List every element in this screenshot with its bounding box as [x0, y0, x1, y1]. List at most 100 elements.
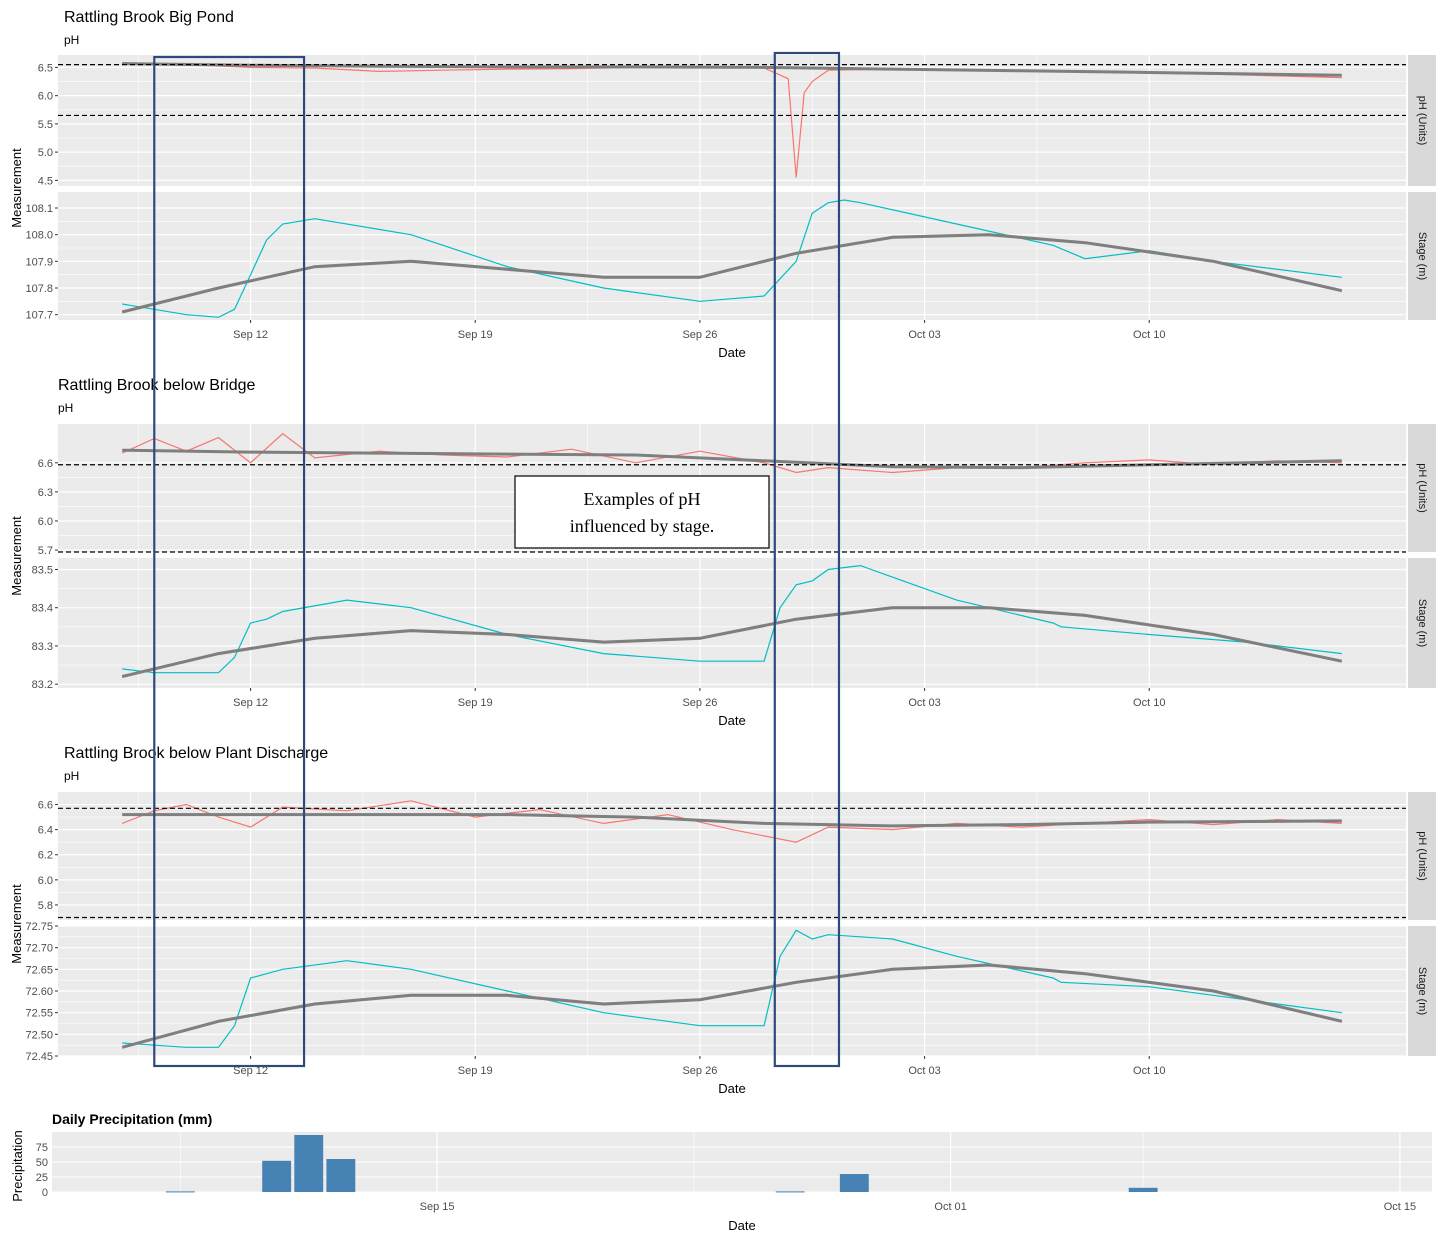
facet-ph: pH (Units) 5.8 6.0 6.2 6.4 6.6 — [38, 792, 1436, 920]
precip-bar — [326, 1159, 356, 1192]
facet-strip-label: Stage (m) — [1416, 967, 1428, 1015]
chart-subtitle: pH — [64, 33, 79, 47]
y-axis-label: Measurement — [9, 148, 24, 228]
x-tick-label: Oct 03 — [908, 697, 940, 709]
x-tick-label: Oct 15 — [1384, 1201, 1416, 1213]
x-tick-label: Oct 03 — [908, 1065, 940, 1077]
panel-background — [58, 192, 1406, 320]
x-tick-label: Sep 26 — [682, 329, 717, 341]
y-axis-label: Measurement — [9, 516, 24, 596]
x-tick-label: Sep 12 — [233, 1065, 268, 1077]
annotation-text-line1: Examples of pH — [584, 489, 701, 509]
y-tick-label: 72.75 — [25, 921, 53, 933]
x-tick-label: Sep 12 — [233, 697, 268, 709]
stage-series-line — [122, 564, 1342, 674]
y-tick-label: 5.5 — [38, 119, 53, 131]
y-tick-label: 6.5 — [38, 62, 53, 74]
y-tick-label: 6.0 — [38, 875, 53, 887]
x-axis-label: Date — [728, 1218, 755, 1233]
x-tick-label: Oct 10 — [1133, 1065, 1165, 1077]
precip-bar — [262, 1160, 292, 1192]
smooth-trend-line — [122, 62, 1342, 77]
precip-bar — [294, 1135, 324, 1192]
x-tick-label: Sep 19 — [458, 697, 493, 709]
facet-strip — [1408, 192, 1436, 320]
y-tick-label: 6.2 — [38, 850, 53, 862]
precip-bar — [165, 1191, 195, 1193]
y-tick-label: 5.7 — [38, 545, 53, 557]
smooth-trend-line — [122, 448, 1342, 470]
facet-strip — [1408, 55, 1436, 186]
chart-title: Rattling Brook below Plant Discharge — [64, 745, 328, 762]
chart-title: Rattling Brook Big Pond — [64, 9, 234, 26]
precipitation-chart: Daily Precipitation (mm) 0 25 50 75 Sep 15 Oct… — [10, 1111, 1432, 1233]
y-tick-label: 4.5 — [38, 175, 53, 187]
facet-strip-label: pH (Units) — [1416, 831, 1428, 881]
x-tick-label: Oct 01 — [934, 1201, 966, 1213]
smooth-trend-line — [121, 963, 1343, 1049]
y-tick-label: 50 — [36, 1157, 48, 1169]
chart-subtitle: pH — [58, 401, 73, 415]
y-tick-label: 72.70 — [25, 943, 53, 955]
chart-subtitle: pH — [64, 769, 79, 783]
facet-strip-label: pH (Units) — [1416, 463, 1428, 513]
y-tick-label: 6.3 — [38, 487, 53, 499]
y-tick-label: 72.55 — [25, 1008, 53, 1020]
annotation-text-line2: influenced by stage. — [570, 516, 714, 536]
x-tick-label: Oct 10 — [1133, 329, 1165, 341]
y-axis-label: Precipitation — [10, 1130, 25, 1202]
y-tick-label: 75 — [36, 1142, 48, 1154]
x-tick-label: Sep 15 — [420, 1201, 455, 1213]
chart-1: Rattling Brook Big Pond pH pH (Units) 4.5 5.… — [9, 9, 1436, 360]
y-tick-label: 0 — [42, 1187, 48, 1199]
y-tick-label: 108.1 — [25, 203, 53, 215]
facet-strip-label: Stage (m) — [1416, 232, 1428, 280]
y-tick-label: 83.5 — [32, 564, 53, 576]
y-tick-label: 25 — [36, 1172, 48, 1184]
x-axis-label: Date — [718, 345, 745, 360]
y-tick-label: 83.3 — [32, 641, 53, 653]
smooth-trend-line — [121, 606, 1343, 678]
smooth-trend-line — [121, 233, 1343, 314]
y-tick-label: 6.0 — [38, 516, 53, 528]
x-tick-label: Oct 03 — [908, 329, 940, 341]
facet-strip — [1408, 792, 1436, 920]
chart-2: Rattling Brook below Bridge pH pH (Units) 5… — [9, 377, 1436, 728]
annotation-box — [514, 475, 770, 549]
y-tick-label: 107.8 — [25, 283, 53, 295]
facet-strip — [1408, 926, 1436, 1056]
y-tick-label: 83.2 — [32, 679, 53, 691]
x-axis-label: Date — [718, 1081, 745, 1096]
y-tick-label: 108.0 — [25, 230, 53, 242]
y-tick-label: 72.60 — [25, 986, 53, 998]
plots-layer: Rattling Brook Big Pond pH pH (Units) 4.5 5.… — [9, 9, 1436, 1096]
y-tick-label: 6.6 — [38, 800, 53, 812]
y-tick-label: 5.0 — [38, 147, 53, 159]
facet-strip-label: pH (Units) — [1416, 96, 1428, 146]
facet-strip — [1408, 558, 1436, 688]
y-tick-label: 6.4 — [38, 825, 53, 837]
chart-title: Rattling Brook below Bridge — [58, 377, 256, 394]
panel-background — [58, 55, 1406, 186]
x-tick-label: Sep 19 — [458, 1065, 493, 1077]
y-tick-label: 107.9 — [25, 256, 53, 268]
chart-3: Rattling Brook below Plant Discharge pH pH… — [9, 745, 1436, 1096]
x-axis-label: Date — [718, 713, 745, 728]
x-tick-label: Sep 19 — [458, 329, 493, 341]
x-tick-label: Sep 26 — [682, 697, 717, 709]
smooth-trend-line — [122, 813, 1342, 828]
facet-ph: pH (Units) 4.5 5.0 5.5 6.0 6.5 — [38, 55, 1436, 187]
y-tick-label: 72.45 — [25, 1051, 53, 1063]
facet-stage: Stage (m) 83.2 83.3 83.4 83.5 — [32, 558, 1436, 691]
facet-strip-label: Stage (m) — [1416, 599, 1428, 647]
y-tick-label: 72.50 — [25, 1029, 53, 1041]
panel-background — [58, 792, 1406, 920]
precip-bar — [1128, 1187, 1158, 1192]
precip-bar — [839, 1174, 869, 1192]
facet-stage: Stage (m) 72.45 72.50 72.55 72.60 72.65 72.70 7… — [25, 921, 1436, 1063]
y-tick-label: 6.0 — [38, 91, 53, 103]
panel-background — [58, 558, 1406, 688]
y-tick-label: 107.7 — [25, 310, 53, 322]
y-tick-label: 6.6 — [38, 458, 53, 470]
